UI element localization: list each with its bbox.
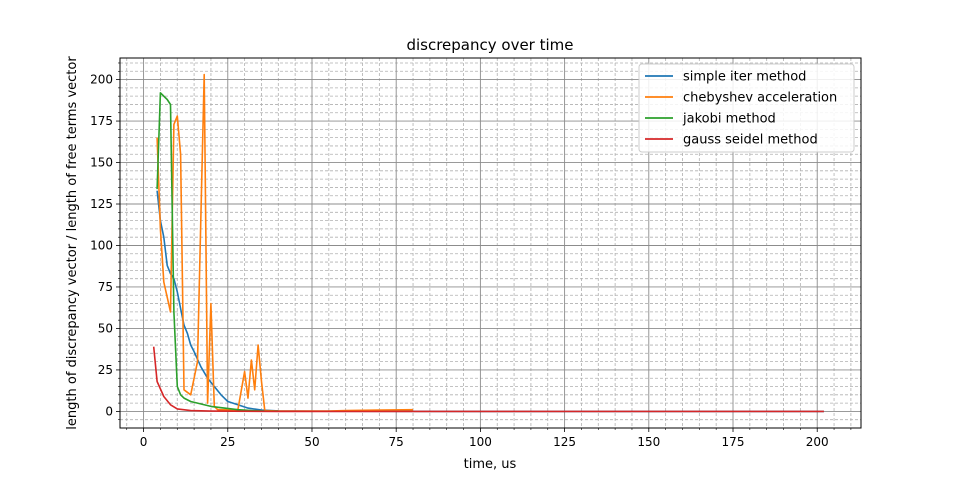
y-tick-label: 175 — [90, 114, 113, 128]
x-tick-label: 175 — [722, 435, 745, 449]
legend-label: gauss seidel method — [683, 133, 818, 148]
x-tick-label: 75 — [389, 435, 404, 449]
legend: simple iter method chebyshev acceleration… — [638, 63, 855, 153]
series-line-3 — [156, 92, 279, 412]
series-line-4 — [152, 346, 824, 413]
legend-label: jakobi method — [682, 112, 776, 127]
y-tick-label: 125 — [90, 197, 113, 211]
y-tick-label: 75 — [98, 280, 113, 294]
y-tick-label: 150 — [90, 156, 113, 170]
legend-label: chebyshev acceleration — [683, 91, 837, 106]
y-axis-label: length of discrepancy vector / length of… — [65, 56, 80, 430]
x-tick-label: 200 — [806, 435, 829, 449]
x-tick-label: 150 — [637, 435, 660, 449]
y-tick-label: 100 — [90, 238, 113, 252]
axis-ticks: 0 25 50 75 100 125 150 175 200 0 25 50 75 100 125 150 17… — [90, 62, 852, 449]
y-tick-label: 50 — [98, 321, 113, 335]
legend-label: simple iter method — [683, 70, 806, 85]
x-tick-label: 100 — [469, 435, 492, 449]
series-lines — [152, 73, 824, 413]
chart-title: discrepancy over time — [406, 36, 573, 54]
plot-frame — [119, 57, 862, 429]
y-tick-label: 0 — [105, 404, 113, 418]
y-tick-label: 25 — [98, 363, 113, 377]
legend-box — [638, 63, 855, 153]
y-tick-label: 200 — [90, 73, 113, 87]
x-axis-label: time, us — [464, 457, 517, 472]
x-tick-label: 125 — [553, 435, 576, 449]
x-tick-label: 25 — [220, 435, 235, 449]
x-tick-label: 0 — [140, 435, 148, 449]
x-tick-label: 50 — [304, 435, 319, 449]
